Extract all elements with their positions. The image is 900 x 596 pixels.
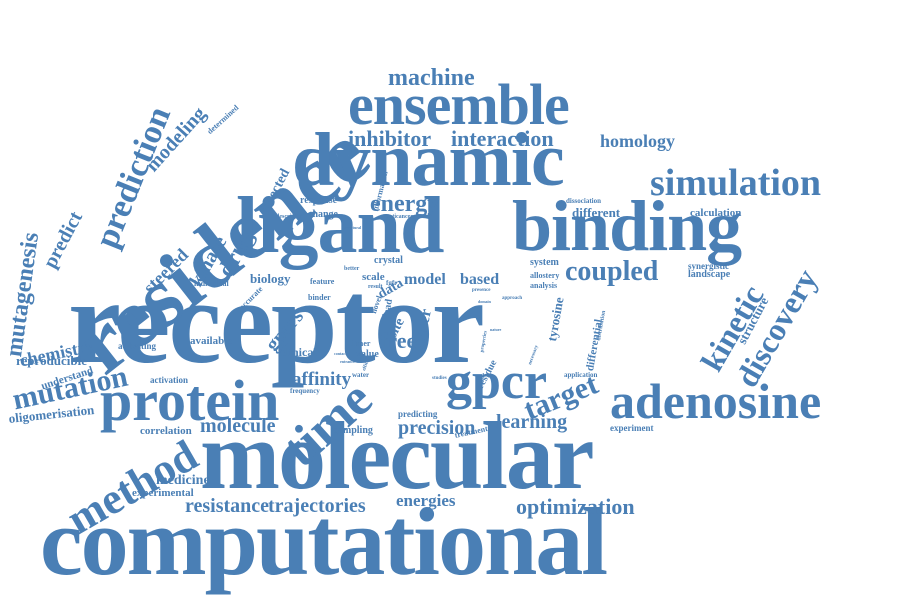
word-landscape: landscape xyxy=(688,269,731,280)
word-system: system xyxy=(530,257,559,268)
word-analysis: analysis xyxy=(530,281,558,290)
word-response: response xyxy=(300,195,338,206)
word-determined: determined xyxy=(205,103,241,136)
word-interaction: interaction xyxy=(451,126,554,151)
word-correlation: correlation xyxy=(140,425,192,437)
word-experiment: experiment xyxy=(610,423,654,433)
word-scale: scale xyxy=(362,271,385,283)
word-genesis: genesis xyxy=(456,357,468,362)
word-energies: energies xyxy=(396,491,456,510)
word-dynamic: dynamic xyxy=(292,118,565,202)
word-approach: approach xyxy=(502,296,523,301)
word-based: based xyxy=(460,271,500,288)
word-coupled: coupled xyxy=(565,256,659,287)
word-nature: nature xyxy=(490,327,502,332)
word-activation: activation xyxy=(150,375,188,385)
word-affinity: affinity xyxy=(292,369,352,390)
word-receptor: receptor xyxy=(68,255,485,388)
word-resistance: resistance xyxy=(185,495,270,517)
word-optimization: optimization xyxy=(516,494,635,519)
word-simulation: simulation xyxy=(650,162,822,204)
word-biology: biology xyxy=(250,271,291,286)
word-experimental: experimental xyxy=(132,487,194,499)
word-reproducible: reproducible xyxy=(16,353,88,368)
word-calculation: calculation xyxy=(690,207,742,219)
word-presence: presence xyxy=(472,288,491,293)
word-better: better xyxy=(344,266,360,272)
word-contact: contact xyxy=(334,351,347,356)
word-activating: activating xyxy=(118,341,156,351)
word-learning: learning xyxy=(496,411,568,433)
word-molecule: molecule xyxy=(200,415,276,437)
word-water: water xyxy=(352,371,370,379)
word-ligand: ligand xyxy=(236,182,444,270)
word-binder: binder xyxy=(308,293,331,302)
word-mutagenesis: mutagenesis xyxy=(1,230,45,359)
word-medicine: medicine xyxy=(156,473,210,488)
word-application: application xyxy=(564,371,598,379)
word-homology: homology xyxy=(600,131,676,151)
word-individual: individual xyxy=(194,279,229,288)
word-prediction: prediction xyxy=(88,101,179,254)
word-synergistic: synergistic xyxy=(688,261,729,271)
word-free: free xyxy=(380,328,417,353)
word-protein: protein xyxy=(100,368,280,433)
word-frequency: frequency xyxy=(290,387,320,395)
word-sampling: sampling xyxy=(334,425,373,436)
word-trajectories: trajectories xyxy=(268,495,366,517)
word-tyrosine: tyrosine xyxy=(544,295,567,343)
word-different: different xyxy=(572,205,621,220)
word-studies: studies xyxy=(432,376,447,381)
word-binding: binding xyxy=(512,186,742,266)
word-anticancer: anticancer xyxy=(386,214,413,220)
word-molecular: molecular xyxy=(200,402,595,509)
word-gpcr: gpcr xyxy=(446,353,548,410)
word-structural: structural xyxy=(344,225,362,230)
word-precision: precision xyxy=(398,417,476,439)
word-dimer: dimer xyxy=(350,339,371,348)
word-model: model xyxy=(404,271,446,288)
word-result: result xyxy=(368,284,383,290)
word-feature: feature xyxy=(310,277,335,286)
word-change: change xyxy=(308,209,338,220)
word-inhibitor: inhibitor xyxy=(348,126,432,151)
word-computational: computational xyxy=(40,488,608,595)
word-value: value xyxy=(356,349,379,360)
word-available: available xyxy=(190,335,233,347)
word-ensemble: ensemble xyxy=(348,72,570,137)
word-predicting: predicting xyxy=(398,409,438,419)
word-dissociation: dissociation xyxy=(566,197,602,205)
word-fgfr: fgfr xyxy=(386,279,398,287)
word-allostery: allostery xyxy=(530,271,560,280)
word-energy: energy xyxy=(370,191,440,217)
word-crystal: crystal xyxy=(374,255,403,266)
word-distribution: distribution xyxy=(596,310,608,342)
word-machine: machine xyxy=(388,65,475,91)
word-adenosine: adenosine xyxy=(610,373,822,429)
word-descriptor: descriptor xyxy=(276,214,303,220)
word-clinical: clinical xyxy=(280,345,317,359)
word-entrance: entrance xyxy=(340,359,355,364)
word-domain: domain xyxy=(478,299,491,304)
